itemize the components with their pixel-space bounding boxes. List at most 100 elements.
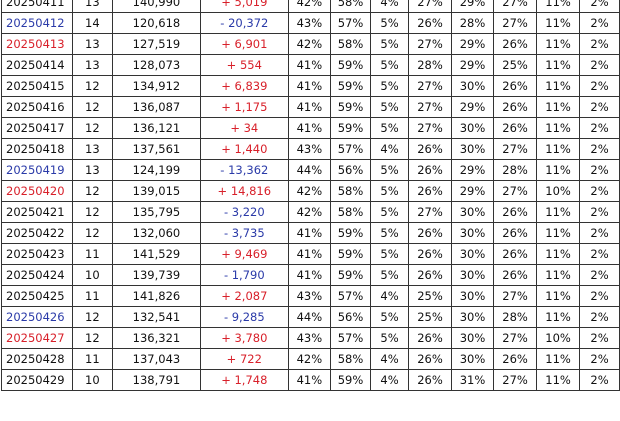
pct-b-cell: 59% bbox=[329, 117, 372, 139]
pct-a-cell: 42% bbox=[287, 0, 331, 13]
pct-d-cell: 28% bbox=[407, 54, 452, 76]
pct-c-cell: 4% bbox=[370, 0, 409, 13]
pct-f-cell: 27% bbox=[493, 285, 538, 307]
pct-c-cell: 5% bbox=[370, 159, 409, 181]
pct-h-cell: 2% bbox=[579, 369, 620, 391]
count-cell: 12 bbox=[71, 96, 114, 118]
count-cell: 12 bbox=[71, 306, 114, 328]
date-cell: 20250415 bbox=[1, 75, 73, 97]
pct-f-cell: 28% bbox=[493, 159, 538, 181]
pct-f-cell: 26% bbox=[493, 33, 538, 55]
date-cell: 20250411 bbox=[1, 0, 73, 13]
pct-e-cell: 30% bbox=[450, 75, 495, 97]
table-row: 20250411 13 140,990 + 5,019 42% 58% 4% 27% 29% 27… bbox=[1, 0, 620, 13]
date-cell: 20250417 bbox=[1, 117, 73, 139]
table-row: 20250424 10 139,739- 1,790 41% 59% 5% 26% 30% 26… bbox=[1, 264, 620, 286]
pct-g-cell: 11% bbox=[536, 348, 581, 370]
date-cell: 20250429 bbox=[1, 369, 73, 391]
pct-a-cell: 42% bbox=[287, 180, 331, 202]
pct-b-cell: 59% bbox=[329, 243, 372, 265]
pct-g-cell: 11% bbox=[536, 264, 581, 286]
change-cell: + 6,901 bbox=[199, 33, 289, 55]
pct-a-cell: 43% bbox=[287, 138, 331, 160]
pct-c-cell: 4% bbox=[370, 369, 409, 391]
pct-b-cell: 57% bbox=[329, 327, 372, 349]
count-cell: 14 bbox=[71, 12, 114, 34]
table-row: 20250428 11 137,043 + 722 42% 58% 4% 26% 30% 26% 1… bbox=[1, 348, 620, 370]
pct-h-cell: 2% bbox=[579, 159, 620, 181]
pct-d-cell: 26% bbox=[407, 12, 452, 34]
change-cell: + 6,839 bbox=[199, 75, 289, 97]
pct-f-cell: 26% bbox=[493, 222, 538, 244]
date-cell: 20250424 bbox=[1, 264, 73, 286]
table-row: 20250415 12 134,912 + 6,839 41% 59% 5% 27% 30% 26… bbox=[1, 75, 620, 97]
count-cell: 10 bbox=[71, 369, 114, 391]
pct-c-cell: 5% bbox=[370, 33, 409, 55]
pct-e-cell: 30% bbox=[450, 138, 495, 160]
pct-g-cell: 11% bbox=[536, 12, 581, 34]
pct-f-cell: 26% bbox=[493, 348, 538, 370]
pct-e-cell: 29% bbox=[450, 54, 495, 76]
total-cell: 136,321 bbox=[112, 327, 201, 349]
pct-c-cell: 5% bbox=[370, 54, 409, 76]
daily-stats-table: 20250411 13 140,990 + 5,019 42% 58% 4% 27% 29% 27… bbox=[1, 0, 620, 391]
pct-c-cell: 5% bbox=[370, 180, 409, 202]
pct-c-cell: 5% bbox=[370, 327, 409, 349]
pct-d-cell: 25% bbox=[407, 306, 452, 328]
pct-c-cell: 5% bbox=[370, 243, 409, 265]
pct-h-cell: 2% bbox=[579, 180, 620, 202]
pct-f-cell: 27% bbox=[493, 0, 538, 13]
pct-e-cell: 30% bbox=[450, 306, 495, 328]
pct-g-cell: 11% bbox=[536, 201, 581, 223]
pct-f-cell: 27% bbox=[493, 369, 538, 391]
pct-h-cell: 2% bbox=[579, 264, 620, 286]
pct-e-cell: 30% bbox=[450, 117, 495, 139]
pct-e-cell: 29% bbox=[450, 180, 495, 202]
pct-h-cell: 2% bbox=[579, 285, 620, 307]
count-cell: 13 bbox=[71, 54, 114, 76]
pct-f-cell: 27% bbox=[493, 180, 538, 202]
pct-e-cell: 30% bbox=[450, 222, 495, 244]
pct-a-cell: 41% bbox=[287, 117, 331, 139]
table-row: 20250420 12 139,015 + 14,816 42% 58% 5% 26% 29% 2… bbox=[1, 180, 620, 202]
pct-h-cell: 2% bbox=[579, 201, 620, 223]
pct-g-cell: 11% bbox=[536, 159, 581, 181]
pct-e-cell: 30% bbox=[450, 348, 495, 370]
pct-g-cell: 10% bbox=[536, 327, 581, 349]
pct-f-cell: 26% bbox=[493, 75, 538, 97]
pct-h-cell: 2% bbox=[579, 222, 620, 244]
pct-d-cell: 26% bbox=[407, 180, 452, 202]
pct-b-cell: 56% bbox=[329, 306, 372, 328]
total-cell: 135,795 bbox=[112, 201, 201, 223]
pct-c-cell: 5% bbox=[370, 264, 409, 286]
pct-c-cell: 5% bbox=[370, 201, 409, 223]
pct-e-cell: 29% bbox=[450, 96, 495, 118]
date-cell: 20250419 bbox=[1, 159, 73, 181]
pct-b-cell: 59% bbox=[329, 96, 372, 118]
date-cell: 20250413 bbox=[1, 33, 73, 55]
pct-b-cell: 58% bbox=[329, 0, 372, 13]
pct-d-cell: 27% bbox=[407, 75, 452, 97]
pct-g-cell: 11% bbox=[536, 54, 581, 76]
pct-g-cell: 11% bbox=[536, 117, 581, 139]
pct-d-cell: 26% bbox=[407, 369, 452, 391]
pct-a-cell: 44% bbox=[287, 306, 331, 328]
date-cell: 20250421 bbox=[1, 201, 73, 223]
pct-h-cell: 2% bbox=[579, 54, 620, 76]
pct-c-cell: 4% bbox=[370, 348, 409, 370]
pct-d-cell: 27% bbox=[407, 201, 452, 223]
pct-h-cell: 2% bbox=[579, 12, 620, 34]
pct-b-cell: 59% bbox=[329, 264, 372, 286]
change-cell: + 1,440 bbox=[199, 138, 289, 160]
change-cell: - 3,735 bbox=[199, 222, 289, 244]
pct-c-cell: 5% bbox=[370, 117, 409, 139]
table-row: 20250425 11 141,826 + 2,087 43% 57% 4% 25% 30% 27… bbox=[1, 285, 620, 307]
pct-d-cell: 26% bbox=[407, 222, 452, 244]
count-cell: 12 bbox=[71, 180, 114, 202]
pct-c-cell: 4% bbox=[370, 285, 409, 307]
pct-h-cell: 2% bbox=[579, 306, 620, 328]
change-cell: + 1,748 bbox=[199, 369, 289, 391]
table-row: 20250421 12 135,795- 3,220 42% 58% 5% 27% 30% 26… bbox=[1, 201, 620, 223]
date-cell: 20250426 bbox=[1, 306, 73, 328]
pct-a-cell: 41% bbox=[287, 75, 331, 97]
